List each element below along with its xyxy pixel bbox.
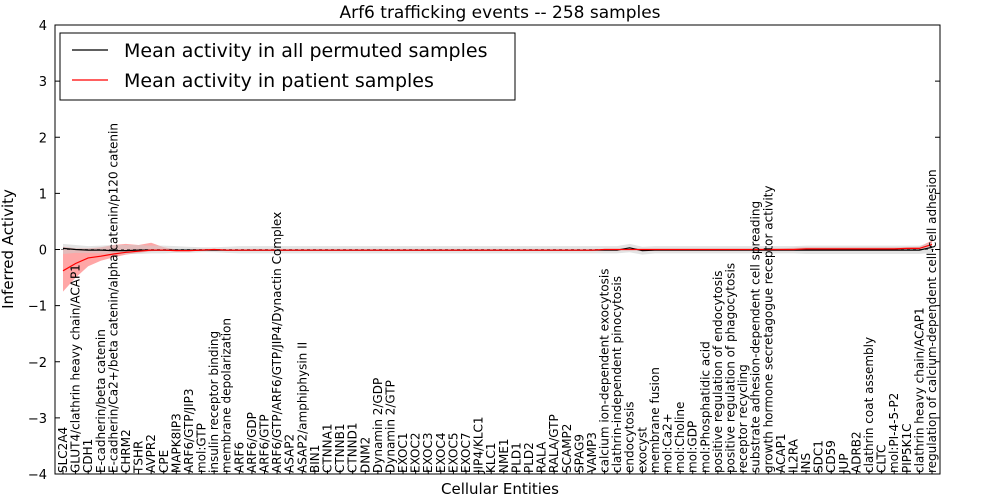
x-category-label: clathrin coat assembly bbox=[862, 337, 876, 473]
y-tick-label: −2 bbox=[28, 356, 47, 371]
y-tick-label: 3 bbox=[39, 75, 47, 90]
x-category-label: ARF6/GTP bbox=[258, 414, 272, 473]
x-category-label: SCAMP2 bbox=[560, 424, 574, 473]
x-category-label: AVPR2 bbox=[144, 434, 158, 473]
series-line-patient bbox=[62, 243, 933, 272]
x-category-label: regulation of calcium-dependent cell-cel… bbox=[925, 169, 939, 473]
x-category-label: growth hormone secretagogue receptor act… bbox=[761, 186, 775, 473]
x-category-label: EXOC1 bbox=[396, 433, 410, 474]
legend-box bbox=[59, 32, 516, 101]
plot-area bbox=[54, 24, 941, 475]
x-category-label: membrane fusion bbox=[648, 367, 662, 473]
x-category-label: GLUT4/clathrin heavy chain/ACAP1 bbox=[69, 264, 83, 473]
legend-label-patient: Mean activity in patient samples bbox=[124, 70, 434, 92]
x-category-label: MAPK8IP3 bbox=[169, 413, 183, 473]
x-category-label: RALA/GTP bbox=[547, 414, 561, 473]
x-category-label: INS bbox=[799, 453, 813, 473]
y-axis: 4 3 2 1 0 −1 −2 −3 −4 bbox=[28, 19, 940, 483]
x-category-label: ASAP2/amphiphysin II bbox=[295, 342, 309, 473]
x-category-label: CD59 bbox=[824, 440, 838, 473]
x-category-label: positive regulation of endocytosis bbox=[711, 270, 725, 473]
x-category-label: EXOC2 bbox=[409, 433, 423, 474]
x-category-label: calcium ion-dependent exocytosis bbox=[598, 269, 612, 474]
x-category-label: SDC1 bbox=[812, 440, 826, 473]
legend-label-permuted: Mean activity in all permuted samples bbox=[124, 40, 487, 62]
x-category-label: Dynamin 2/GTP bbox=[383, 380, 397, 473]
x-category-label: exocyst bbox=[635, 427, 649, 473]
x-category-label: CTNND1 bbox=[346, 422, 360, 473]
x-category-label: EXOC3 bbox=[421, 433, 435, 474]
x-category-label: positive regulation of phagocytosis bbox=[724, 263, 738, 473]
x-category-label: ACAP1 bbox=[774, 434, 788, 473]
x-category-label: ARF6/GTP/ARF6/GTP/JIP4/Dynactin Complex bbox=[270, 212, 284, 473]
chart-title: Arf6 trafficking events -- 258 samples bbox=[339, 3, 660, 23]
legend: Mean activity in all permuted samples Me… bbox=[59, 32, 516, 101]
x-category-label: receptor recycling bbox=[736, 364, 750, 473]
x-category-label: substrate adhesion-dependent cell spread… bbox=[749, 201, 763, 473]
x-category-label: CHRM2 bbox=[119, 429, 133, 473]
y-axis-title: Inferred Activity bbox=[0, 189, 17, 309]
x-category-label: ADRB2 bbox=[849, 431, 863, 473]
x-category-label: EXOC7 bbox=[459, 433, 473, 474]
x-category-label: mol:GDP bbox=[686, 421, 700, 473]
y-tick-label: −4 bbox=[28, 468, 47, 483]
x-category-label: clathrin-independent pinocytosis bbox=[610, 276, 624, 473]
x-category-label: EXOC5 bbox=[446, 433, 460, 474]
x-category-label: DNM2 bbox=[358, 437, 372, 473]
y-tick-label: 2 bbox=[39, 131, 47, 146]
x-category-label: mol:Ca2+ bbox=[661, 413, 675, 473]
x-category-label: E-cadherin/Ca2+/beta catenin/alpha caten… bbox=[106, 123, 120, 473]
x-category-label: ARF6 bbox=[232, 442, 246, 473]
x-category-label: PIP5K1C bbox=[900, 423, 914, 473]
x-category-label: CTNNB1 bbox=[333, 423, 347, 473]
x-category-label: mol:Phosphatidic acid bbox=[698, 341, 712, 473]
x-category-label: mol:Choline bbox=[673, 402, 687, 473]
x-category-label: EXOC4 bbox=[434, 433, 448, 474]
x-category-label: E-cadherin/beta catenin bbox=[94, 329, 108, 473]
x-category-label: JIP4/KLC1 bbox=[472, 416, 486, 474]
x-category-label: ARF6/GTP/JIP3 bbox=[182, 388, 196, 473]
x-category-label: insulin receptor binding bbox=[207, 331, 221, 473]
y-tick-label: −1 bbox=[28, 300, 47, 315]
x-category-label: membrane depolarization bbox=[220, 318, 234, 473]
y-tick-label: 4 bbox=[39, 19, 47, 34]
x-category-label: BIN1 bbox=[308, 445, 322, 473]
band-permuted-spread bbox=[63, 242, 932, 255]
x-category-label: SPAG9 bbox=[572, 434, 586, 473]
x-category-label: Dynamin 2/GDP bbox=[371, 378, 385, 473]
x-axis-title: Cellular Entities bbox=[441, 480, 559, 498]
x-category-label: ASAP2 bbox=[283, 434, 297, 473]
x-category-label: PLD2 bbox=[522, 442, 536, 473]
y-tick-label: 1 bbox=[39, 187, 47, 202]
x-category-label: mol:GTP bbox=[195, 423, 209, 473]
x-category-label: JUP bbox=[837, 453, 851, 474]
x-category-label: clathrin heavy chain/ACAP1 bbox=[912, 307, 926, 473]
x-category-label: NME1 bbox=[497, 438, 511, 473]
x-category-label: SLC2A4 bbox=[56, 427, 70, 473]
x-category-label: VAMP3 bbox=[585, 432, 599, 473]
x-category-label: CTNNA1 bbox=[321, 423, 335, 473]
x-category-label: CLTC bbox=[875, 445, 889, 473]
x-category-label: IL2RA bbox=[787, 438, 801, 473]
x-category-label: TSHR bbox=[132, 441, 146, 474]
x-category-label: PLD1 bbox=[509, 442, 523, 473]
x-category-label: KLC1 bbox=[484, 442, 498, 473]
x-category-label: mol:PI-4-5-P2 bbox=[887, 393, 901, 473]
x-category-label: ARF6/GDP bbox=[245, 412, 259, 473]
x-category-label: endocytosis bbox=[623, 401, 637, 473]
x-category-label: CPE bbox=[157, 450, 171, 473]
x-category-label: RALA bbox=[535, 441, 549, 473]
x-category-label: CDH1 bbox=[81, 439, 95, 473]
y-tick-label: −3 bbox=[28, 412, 47, 427]
y-tick-label: 0 bbox=[39, 244, 47, 259]
